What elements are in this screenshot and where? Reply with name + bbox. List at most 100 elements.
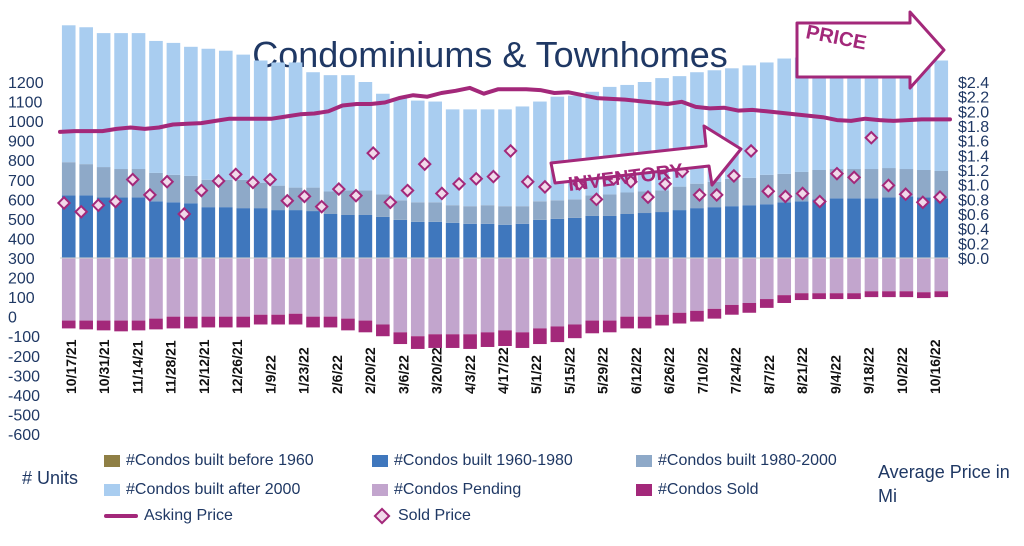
bar-1960-1980 — [864, 198, 879, 258]
bar-pending — [882, 258, 896, 292]
sold-price-marker — [297, 189, 312, 204]
bar-1980-2000 — [96, 167, 111, 198]
bar-1980-2000 — [567, 199, 582, 218]
bar-1960-1980 — [602, 215, 617, 258]
bar-1980-2000 — [201, 179, 216, 208]
y2-tick-label: $1.8 — [958, 119, 989, 136]
bar-1980-2000 — [393, 200, 408, 220]
sold-price-marker — [74, 204, 89, 219]
bar-pending — [515, 258, 530, 333]
bar-after-2000 — [201, 48, 216, 180]
bar-sold — [917, 292, 931, 299]
y2-tick-label: $0.2 — [958, 236, 989, 253]
bar-sold — [271, 314, 285, 325]
bar-pending — [550, 258, 565, 327]
bar-sold — [567, 324, 582, 339]
bar-1960-1980 — [341, 214, 355, 258]
y-tick-label: 1100 — [8, 95, 43, 112]
bar-1980-2000 — [742, 177, 757, 206]
bar-1960-1980 — [899, 196, 914, 258]
bar-sold — [515, 332, 530, 348]
y-tick-label: 1200 — [8, 75, 44, 92]
sold-price-marker — [692, 187, 707, 203]
bar-1960-1980 — [637, 213, 652, 258]
bar-pending — [480, 258, 495, 333]
legend-1980: #Condos built 1980-2000 — [636, 452, 837, 470]
sold-price-marker — [280, 193, 295, 208]
sold-price-marker — [142, 187, 157, 203]
x-tick-label: 6/12/22 — [628, 347, 644, 394]
sold-price-marker — [56, 195, 72, 211]
sold-price-marker — [709, 187, 724, 203]
x-tick-label: 11/28/21 — [163, 340, 179, 394]
y2-tick-label: $1.6 — [958, 134, 989, 151]
bar-1960-1980 — [480, 223, 495, 258]
legend-sold: #Condos Sold — [636, 481, 759, 499]
bar-pending — [934, 258, 949, 292]
y2-axis-title: Average Price in Mi — [878, 462, 1010, 506]
bar-after-2000 — [131, 33, 146, 170]
sold-price-marker — [245, 175, 261, 190]
bar-after-2000 — [934, 60, 949, 171]
bar-pending — [341, 258, 355, 319]
sold-price-marker — [743, 143, 759, 159]
legend-label: Asking Price — [144, 507, 233, 524]
x-tick-label: 10/31/21 — [96, 339, 112, 394]
bar-pending — [393, 258, 408, 333]
sold-price-marker — [177, 206, 192, 222]
bar-pending — [533, 258, 547, 329]
bar-1960-1980 — [253, 208, 268, 258]
bar-pending — [899, 258, 914, 292]
bar-sold — [847, 293, 861, 300]
bar-1960-1980 — [882, 197, 896, 258]
y2-tick-label: $0.6 — [958, 207, 989, 224]
legend-1960: #Condos built 1960-1980 — [372, 452, 573, 470]
bar-sold — [725, 304, 739, 315]
bar-after-2000 — [114, 33, 128, 170]
bar-1960-1980 — [96, 197, 111, 258]
bar-after-2000 — [306, 72, 320, 188]
sold-price-marker — [881, 178, 896, 193]
bar-pending — [376, 258, 390, 325]
bar-1960-1980 — [463, 223, 477, 258]
bar-sold — [79, 320, 93, 330]
bar-sold — [585, 320, 600, 334]
x-tick-label: 5/1/22 — [528, 355, 544, 394]
x-tick-label: 3/6/22 — [395, 355, 411, 394]
sold-price-marker — [623, 174, 638, 189]
bar-sold — [201, 316, 216, 328]
y-tick-label: 800 — [8, 153, 35, 170]
chart-title: Condominiums & Townhomes — [252, 34, 728, 75]
bar-1960-1980 — [61, 195, 76, 258]
bar-1960-1980 — [917, 197, 931, 258]
bar-1960-1980 — [759, 204, 774, 258]
bar-1960-1980 — [428, 221, 443, 258]
legend-swatch — [372, 455, 388, 467]
bar-after-2000 — [218, 50, 233, 180]
bar-pending — [498, 258, 512, 331]
legend-label: #Condos Pending — [394, 481, 522, 498]
bar-pending — [166, 258, 181, 317]
x-tick-label: 2/6/22 — [329, 355, 345, 394]
bar-after-2000 — [410, 100, 425, 203]
bar-sold — [882, 291, 896, 298]
sold-price-marker — [348, 188, 364, 203]
bar-1980-2000 — [410, 202, 425, 222]
bar-pending — [777, 258, 792, 296]
legend-asking: Asking Price — [104, 507, 233, 525]
bar-1960-1980 — [218, 207, 233, 258]
x-tick-label: 1/9/22 — [262, 355, 278, 394]
bar-pending — [620, 258, 634, 317]
bar-after-2000 — [882, 58, 896, 169]
bar-1960-1980 — [707, 207, 722, 258]
bar-sold — [341, 318, 355, 331]
bar-1980-2000 — [428, 202, 443, 222]
y2-tick-label: $1.0 — [958, 178, 989, 195]
bar-1980-2000 — [725, 178, 739, 207]
bar-sold — [934, 291, 949, 298]
bar-1980-2000 — [934, 170, 949, 199]
y2-tick-label: $2.4 — [958, 75, 989, 92]
y-tick-label: 100 — [8, 290, 35, 307]
